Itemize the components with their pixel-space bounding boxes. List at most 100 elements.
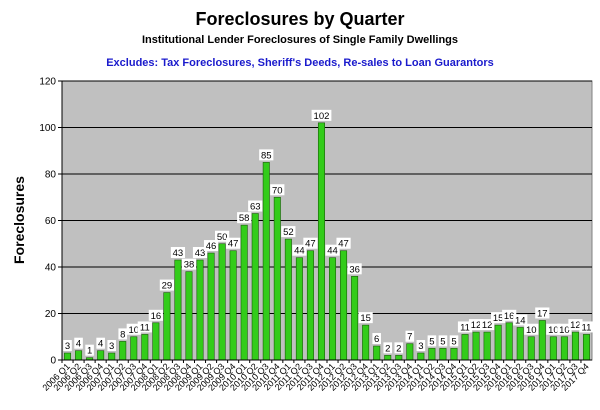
data-label: 38 — [184, 260, 195, 271]
bar — [262, 162, 270, 361]
data-label: 85 — [261, 150, 272, 161]
data-label-box — [118, 328, 128, 340]
data-label-box — [96, 337, 105, 349]
y-tick-label: 0 — [50, 356, 56, 367]
data-label-box — [85, 344, 94, 356]
data-label-box — [74, 337, 83, 349]
data-label-box — [438, 335, 448, 347]
bar — [317, 122, 325, 361]
bar — [340, 250, 348, 361]
bar — [549, 336, 557, 361]
data-label: 12 — [570, 320, 581, 331]
data-label-box — [546, 323, 561, 335]
data-label: 5 — [429, 336, 434, 347]
data-label-box — [405, 330, 415, 342]
bar — [108, 352, 116, 361]
bars — [64, 122, 590, 361]
data-label-box — [137, 321, 152, 333]
bar — [439, 348, 447, 361]
bar — [516, 327, 524, 361]
data-label: 6 — [374, 334, 379, 345]
y-axis-ticks: 0 20 40 60 80 100 120 — [39, 77, 62, 367]
data-label-box — [535, 307, 550, 319]
data-label: 70 — [272, 185, 283, 196]
data-label: 58 — [239, 213, 250, 224]
bar — [461, 334, 469, 361]
bar — [362, 324, 370, 361]
data-label-box — [203, 240, 219, 252]
data-label: 29 — [162, 281, 173, 292]
data-label-box — [237, 212, 252, 224]
bar — [97, 350, 105, 361]
y-tick-label: 120 — [39, 77, 56, 88]
data-label: 3 — [65, 341, 70, 352]
data-label-box — [557, 323, 572, 335]
y-tick-label: 100 — [39, 123, 56, 134]
data-label-box — [192, 247, 208, 259]
data-label: 4 — [76, 339, 81, 350]
data-label: 47 — [305, 239, 316, 250]
data-label: 10 — [559, 325, 570, 336]
data-label-box — [427, 335, 437, 347]
bar — [218, 243, 226, 361]
bar — [152, 322, 160, 361]
data-label-box — [63, 340, 72, 352]
bar — [483, 331, 491, 361]
data-label: 10 — [548, 325, 559, 336]
data-label: 47 — [228, 239, 239, 250]
bar — [472, 331, 480, 361]
data-label: 12 — [471, 320, 482, 331]
data-label: 16 — [151, 311, 162, 322]
data-label-box — [311, 109, 332, 121]
bar — [306, 250, 314, 361]
data-label-box — [126, 323, 141, 335]
data-labels: 3 414 38 10 11162943384346504758638570524447… — [63, 109, 594, 357]
data-label: 43 — [195, 248, 206, 259]
bar — [119, 341, 127, 361]
bar — [384, 355, 392, 361]
chart-subtitle: Institutional Lender Foreclosures of Sin… — [142, 34, 458, 46]
data-label-box — [248, 200, 263, 212]
bar — [185, 271, 193, 361]
bar — [527, 336, 535, 361]
data-label: 11 — [140, 322, 150, 333]
data-label-box — [259, 149, 274, 161]
bar — [295, 257, 303, 361]
bar — [505, 322, 513, 361]
data-label: 12 — [482, 320, 493, 331]
chart-title: Foreclosures by Quarter — [195, 9, 405, 29]
data-label: 10 — [526, 325, 537, 336]
data-label: 16 — [504, 311, 515, 322]
data-label-box — [107, 340, 116, 352]
data-label-box — [159, 279, 174, 291]
data-label-box — [170, 247, 186, 259]
data-label: 36 — [349, 264, 360, 275]
y-tick-label: 20 — [45, 309, 57, 320]
data-label-box — [358, 312, 373, 324]
data-label-box — [215, 230, 230, 242]
data-label: 44 — [327, 246, 338, 257]
bar — [395, 355, 403, 361]
data-label: 4 — [98, 339, 103, 350]
bar — [75, 350, 83, 361]
chart-exclusion-note: Excludes: Tax Foreclosures, Sheriff's De… — [106, 57, 494, 69]
bar — [196, 259, 204, 361]
data-label-box — [336, 237, 351, 249]
data-label-box — [325, 244, 340, 256]
data-label-box — [303, 237, 318, 249]
bar — [450, 348, 458, 361]
data-label-box — [281, 226, 296, 238]
data-label: 11 — [460, 322, 470, 333]
data-label: 17 — [537, 308, 548, 319]
bar — [538, 320, 546, 361]
data-label: 2 — [396, 343, 401, 354]
bar — [141, 334, 149, 361]
bar — [240, 224, 248, 361]
bar — [130, 336, 138, 361]
data-label: 47 — [338, 239, 349, 250]
data-label: 3 — [109, 341, 114, 352]
data-label-box — [181, 258, 197, 270]
bar — [582, 334, 590, 361]
bar — [417, 352, 425, 361]
